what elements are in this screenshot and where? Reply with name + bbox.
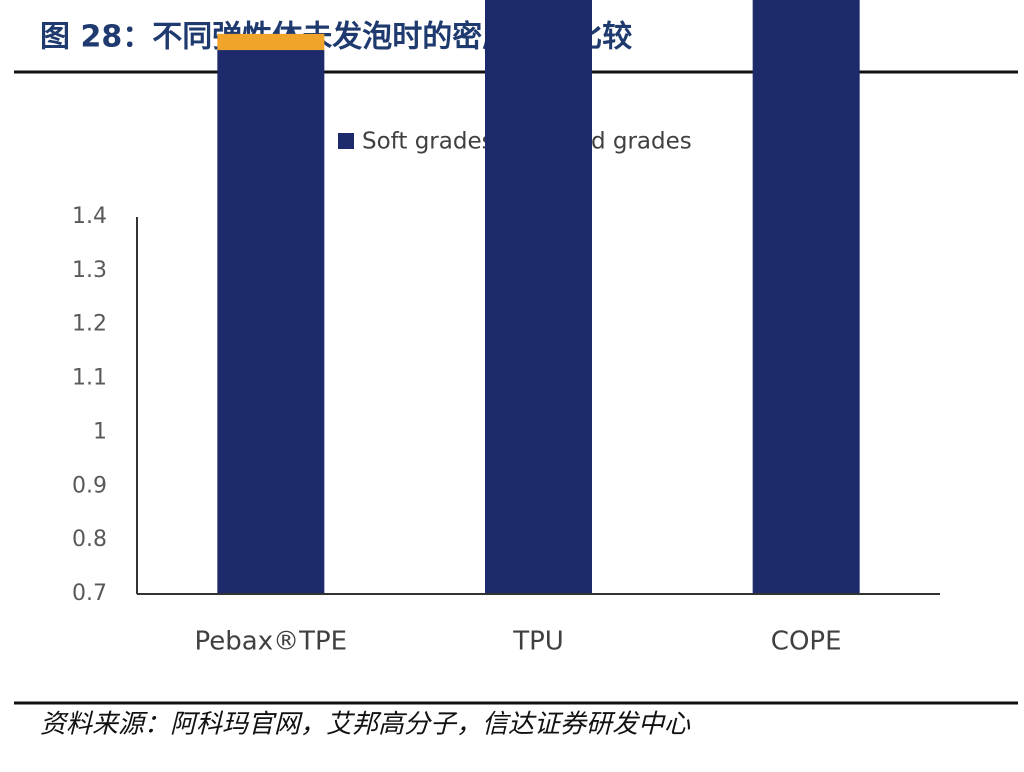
y-tick-label: 0.9 [72,473,107,498]
y-tick-label: 1 [93,419,107,444]
x-tick-label: COPE [771,627,842,657]
y-tick-label: 0.7 [72,581,107,606]
legend-swatch [338,133,354,149]
bar-segment [217,33,325,51]
y-tick-label: 1.3 [72,258,107,283]
y-tick-label: 0.8 [72,527,107,552]
legend-label: Soft grades [362,129,494,155]
source: 资料来源：阿科玛官网，艾邦高分子，信达证券研发中心 [40,710,691,740]
y-tick-label: 1.4 [72,204,107,229]
bar-segment [217,50,325,595]
y-tick-label: 1.1 [72,366,107,391]
y-tick-label: 1.2 [72,312,107,337]
bar-segment [752,0,860,594]
bar-segment [485,0,592,595]
x-tick-label: TPU [512,627,564,657]
x-tick-label: Pebax®TPE [195,627,348,657]
